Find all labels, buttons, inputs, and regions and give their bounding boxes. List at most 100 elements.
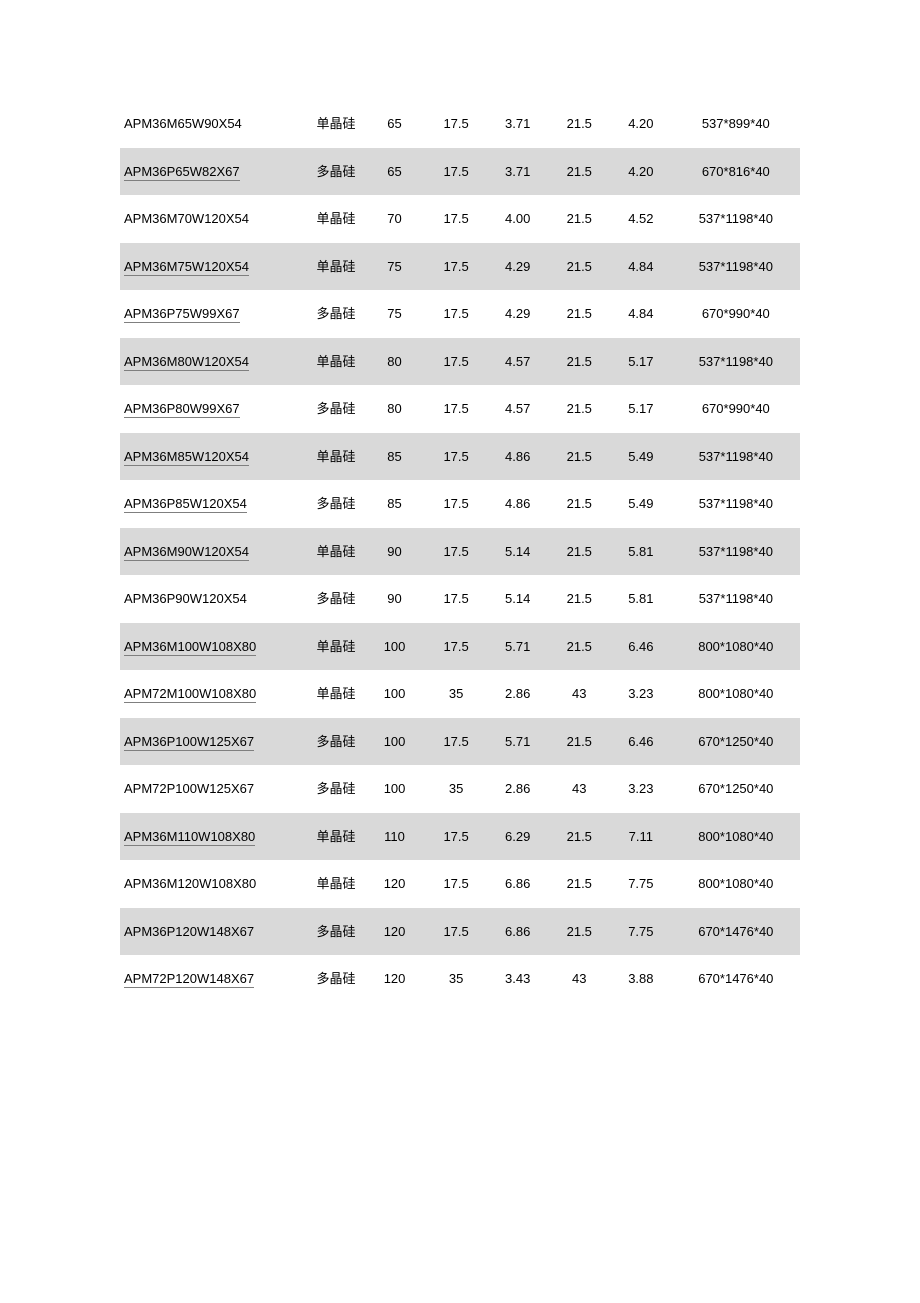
cell-c5: 6.46 [610,623,672,671]
cell-c5: 7.11 [610,813,672,861]
cell-model: APM36P120W148X67 [120,908,312,956]
cell-c3: 4.57 [487,338,549,386]
cell-dim: 670*1476*40 [672,955,800,1003]
table-row: APM36M120W108X80单晶硅12017.56.8621.57.7580… [120,860,800,908]
cell-c3: 5.71 [487,623,549,671]
cell-c1: 100 [364,670,426,718]
cell-c3: 4.29 [487,243,549,291]
cell-c4: 21.5 [548,338,610,386]
cell-c5: 5.81 [610,528,672,576]
table-row: APM36P85W120X54多晶硅8517.54.8621.55.49537*… [120,480,800,528]
cell-c1: 80 [364,338,426,386]
cell-c5: 5.81 [610,575,672,623]
model-text: APM36P90W120X54 [124,591,247,606]
cell-c5: 4.84 [610,243,672,291]
cell-c5: 5.49 [610,433,672,481]
cell-model: APM36M120W108X80 [120,860,312,908]
cell-c3: 4.86 [487,480,549,528]
cell-type: 单晶硅 [312,623,363,671]
cell-c1: 120 [364,955,426,1003]
cell-c2: 17.5 [425,813,487,861]
table-row: APM36M80W120X54单晶硅8017.54.5721.55.17537*… [120,338,800,386]
cell-c3: 3.71 [487,148,549,196]
cell-c5: 4.52 [610,195,672,243]
model-text: APM36P120W148X67 [124,924,254,939]
model-text: APM36P80W99X67 [124,401,240,418]
cell-c4: 21.5 [548,575,610,623]
cell-c2: 17.5 [425,433,487,481]
table-row: APM72P100W125X67多晶硅100352.86433.23670*12… [120,765,800,813]
cell-c3: 4.00 [487,195,549,243]
cell-c1: 85 [364,480,426,528]
cell-c2: 17.5 [425,243,487,291]
cell-type: 多晶硅 [312,480,363,528]
model-text: APM36M110W108X80 [124,829,255,846]
model-text: APM36P85W120X54 [124,496,247,513]
cell-c4: 21.5 [548,243,610,291]
cell-c1: 70 [364,195,426,243]
cell-c4: 21.5 [548,433,610,481]
cell-dim: 670*990*40 [672,385,800,433]
cell-type: 多晶硅 [312,385,363,433]
cell-model: APM36M80W120X54 [120,338,312,386]
cell-type: 多晶硅 [312,765,363,813]
cell-dim: 670*816*40 [672,148,800,196]
cell-c3: 5.14 [487,528,549,576]
cell-dim: 537*1198*40 [672,433,800,481]
cell-type: 多晶硅 [312,955,363,1003]
model-text: APM36M120W108X80 [124,876,256,891]
cell-model: APM36P65W82X67 [120,148,312,196]
cell-c5: 5.17 [610,385,672,433]
cell-type: 多晶硅 [312,575,363,623]
table-row: APM36M75W120X54单晶硅7517.54.2921.54.84537*… [120,243,800,291]
cell-c5: 4.84 [610,290,672,338]
cell-type: 单晶硅 [312,338,363,386]
cell-c2: 35 [425,765,487,813]
cell-c4: 21.5 [548,290,610,338]
cell-c2: 17.5 [425,575,487,623]
cell-c4: 21.5 [548,623,610,671]
cell-c1: 120 [364,908,426,956]
cell-c4: 21.5 [548,195,610,243]
cell-dim: 800*1080*40 [672,623,800,671]
model-text: APM36M75W120X54 [124,259,249,276]
cell-c4: 21.5 [548,718,610,766]
cell-c5: 5.49 [610,480,672,528]
cell-c3: 5.14 [487,575,549,623]
cell-c2: 17.5 [425,290,487,338]
cell-c2: 17.5 [425,100,487,148]
model-text: APM36M65W90X54 [124,116,242,131]
cell-dim: 537*1198*40 [672,480,800,528]
cell-c3: 6.86 [487,908,549,956]
cell-model: APM36M90W120X54 [120,528,312,576]
cell-c1: 100 [364,765,426,813]
cell-dim: 670*1250*40 [672,718,800,766]
cell-dim: 537*1198*40 [672,575,800,623]
cell-model: APM36M100W108X80 [120,623,312,671]
cell-c4: 21.5 [548,860,610,908]
cell-c1: 80 [364,385,426,433]
model-text: APM36P75W99X67 [124,306,240,323]
cell-c2: 17.5 [425,385,487,433]
table-row: APM36M65W90X54单晶硅6517.53.7121.54.20537*8… [120,100,800,148]
cell-model: APM36P85W120X54 [120,480,312,528]
cell-dim: 537*1198*40 [672,195,800,243]
cell-c3: 2.86 [487,765,549,813]
cell-c4: 21.5 [548,480,610,528]
model-text: APM36M70W120X54 [124,211,249,226]
cell-c1: 65 [364,148,426,196]
cell-c5: 4.20 [610,100,672,148]
table-row: APM36P80W99X67多晶硅8017.54.5721.55.17670*9… [120,385,800,433]
cell-c5: 3.23 [610,670,672,718]
cell-c4: 21.5 [548,385,610,433]
cell-dim: 537*899*40 [672,100,800,148]
cell-c5: 7.75 [610,860,672,908]
model-text: APM72P100W125X67 [124,781,254,796]
cell-c4: 21.5 [548,528,610,576]
cell-type: 单晶硅 [312,433,363,481]
cell-type: 多晶硅 [312,718,363,766]
cell-c2: 17.5 [425,195,487,243]
cell-model: APM36M85W120X54 [120,433,312,481]
cell-dim: 800*1080*40 [672,813,800,861]
cell-c1: 75 [364,243,426,291]
